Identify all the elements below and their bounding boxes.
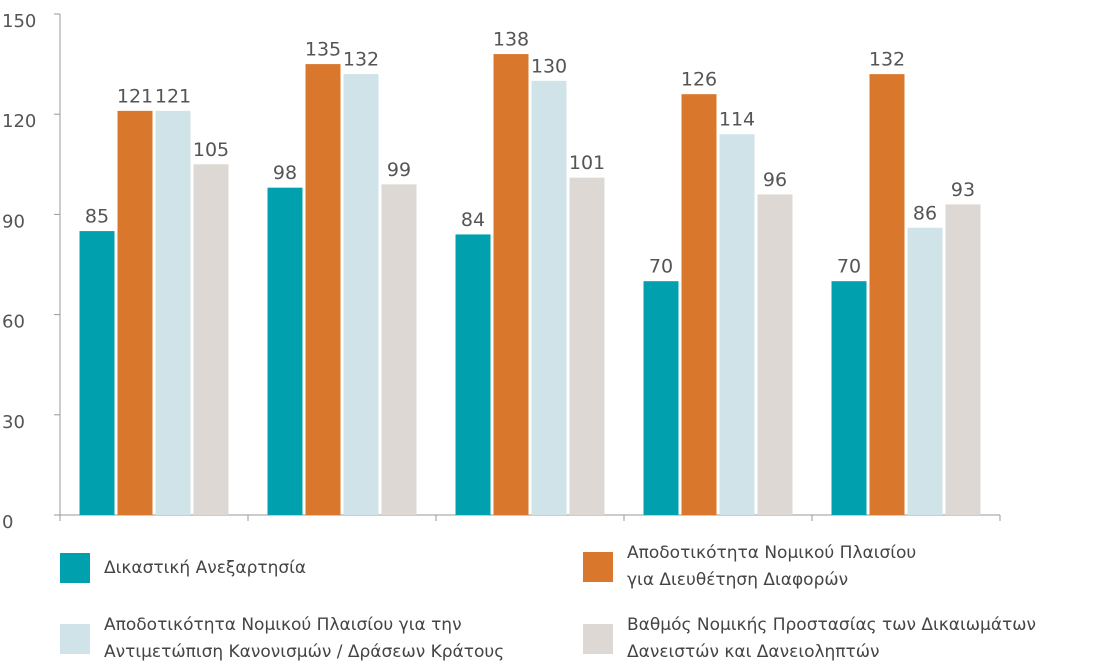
bar [493, 54, 529, 516]
bar [455, 234, 491, 515]
bar [643, 281, 679, 515]
legend-item: Δικαστική Ανεξαρτησία [60, 553, 360, 583]
bar [831, 281, 867, 515]
bar [155, 110, 191, 516]
value-label: 138 [493, 29, 529, 51]
value-label: 70 [837, 256, 861, 278]
value-label: 132 [343, 49, 379, 71]
value-label: 130 [531, 55, 567, 77]
legend-swatch [583, 552, 613, 582]
legend-item: Βαθμός Νομικής Προστασίας των Δικαιωμάτω… [583, 612, 1083, 664]
legend-swatch [60, 624, 90, 654]
value-label: 86 [913, 202, 937, 224]
value-label: 99 [387, 159, 411, 181]
value-label: 96 [763, 169, 787, 191]
bar [681, 94, 717, 515]
legend-item: Αποδοτικότητα Νομικού Πλαισίου για την Α… [60, 612, 530, 664]
bar [719, 134, 755, 516]
value-label: 132 [869, 49, 905, 71]
bar [267, 187, 303, 515]
value-label: 105 [193, 139, 229, 161]
value-label: 121 [155, 85, 191, 107]
legend-label: Αποδοτικότητα Νομικού Πλαισίου για Διευθ… [627, 543, 917, 590]
chart: 0 30 60 90 120 150 85 98 84 70 70 121 135 138 126 132 12… [2, 11, 1001, 533]
value-label: 126 [681, 69, 717, 91]
y-tick-label: 0 [2, 512, 13, 533]
bar [869, 74, 905, 516]
legend-label: Δικαστική Ανεξαρτησία [104, 557, 307, 578]
bar [757, 194, 793, 516]
bar [343, 74, 379, 516]
value-label: 121 [117, 85, 153, 107]
y-tick-label: 120 [2, 111, 36, 132]
y-tick-label: 30 [2, 412, 25, 433]
value-label: 70 [649, 256, 673, 278]
value-label: 84 [461, 209, 485, 231]
bar [381, 184, 417, 515]
value-label: 93 [951, 179, 975, 201]
y-tick-label: 60 [2, 312, 25, 333]
y-tick-label: 90 [2, 211, 25, 232]
legend-label: Αποδοτικότητα Νομικού Πλαισίου για την Α… [104, 615, 505, 662]
bar [531, 80, 567, 516]
value-label: 98 [273, 162, 297, 184]
bar [569, 177, 605, 515]
bar [79, 231, 115, 515]
bar [305, 64, 341, 515]
bar [193, 164, 229, 516]
legend-item: Αποδοτικότητα Νομικού Πλαισίου για Διευθ… [583, 540, 943, 594]
value-label: 114 [719, 109, 755, 131]
value-label: 85 [85, 206, 109, 228]
legend-swatch [583, 624, 613, 654]
y-tick-label: 150 [2, 11, 36, 32]
value-label: 135 [305, 39, 341, 61]
value-label: 101 [569, 152, 605, 174]
bar [945, 204, 981, 515]
bar [907, 227, 943, 515]
bar [117, 110, 153, 516]
legend-swatch [60, 553, 90, 583]
legend-label: Βαθμός Νομικής Προστασίας των Δικαιωμάτω… [627, 615, 1036, 662]
